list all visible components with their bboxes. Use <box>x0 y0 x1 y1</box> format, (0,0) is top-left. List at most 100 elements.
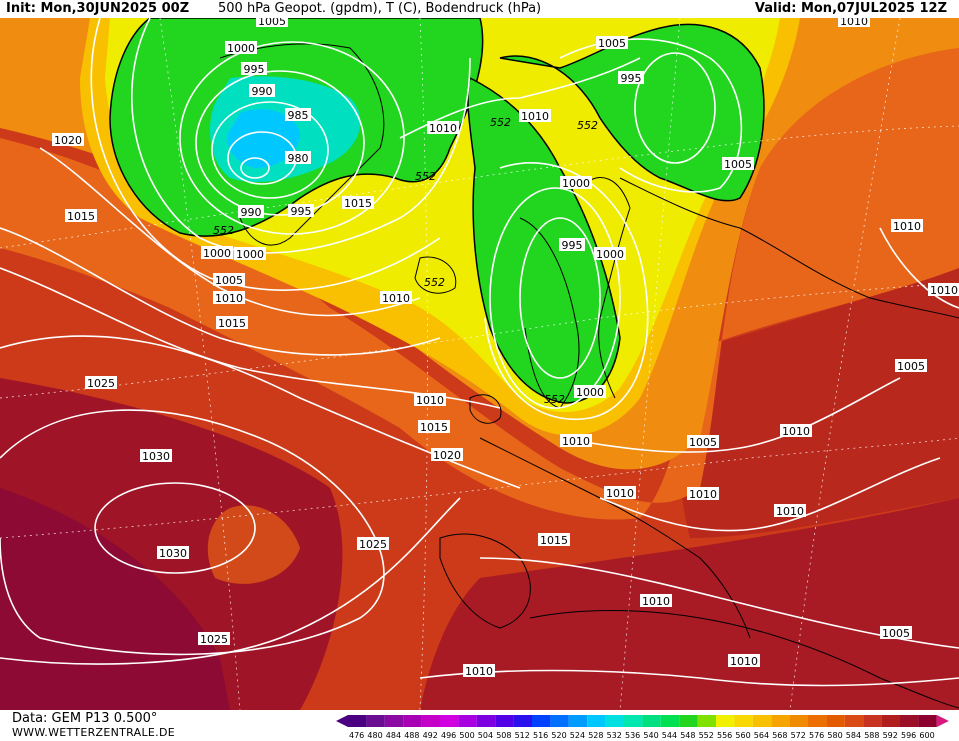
scale-cell <box>734 715 753 727</box>
scale-cell <box>366 715 385 727</box>
scale-cell <box>826 715 845 727</box>
scale-label: 576 <box>809 731 824 740</box>
isobar-label: 995 <box>291 205 312 218</box>
init-time: Init: Mon,30JUN2025 00Z <box>6 1 190 16</box>
scale-label: 484 <box>386 731 401 740</box>
isobar-label: 1030 <box>159 547 187 560</box>
map-title: 500 hPa Geopot. (gpdm), T (C), Bodendruc… <box>218 1 542 16</box>
isobar-label: 1015 <box>344 197 372 210</box>
map-footer: Data: GEM P13 0.500° WWW.WETTERZENTRALE.… <box>0 710 959 741</box>
isobars <box>0 18 959 687</box>
scale-label: 592 <box>883 731 898 740</box>
scale-label: 480 <box>367 731 382 740</box>
temp-zone-592-east <box>420 498 959 710</box>
scale-arrow-high <box>936 715 949 727</box>
scale-cell <box>550 715 569 727</box>
isobar-label: 1010 <box>562 435 590 448</box>
scale-label: 580 <box>827 731 842 740</box>
scale-label: 556 <box>717 731 732 740</box>
geopot-label: 552 <box>415 170 436 183</box>
scale-cell <box>844 715 864 727</box>
isobar-label: 980 <box>288 152 309 165</box>
scale-cell <box>440 715 459 727</box>
scale-label: 536 <box>625 731 640 740</box>
scale-cell <box>458 715 477 727</box>
isobar-label: 990 <box>241 206 262 219</box>
isobar-label: 985 <box>288 109 309 122</box>
scale-label: 596 <box>901 731 916 740</box>
scale-cell <box>660 715 680 727</box>
isobar-label: 1010 <box>382 292 410 305</box>
scale-cell <box>403 715 422 727</box>
scale-cell <box>808 715 827 727</box>
scale-label: 572 <box>791 731 806 740</box>
valid-time: Valid: Mon,07JUL2025 12Z <box>754 1 947 16</box>
weather-map: 1005 1000 995 990 985 980 990 995 1000 1… <box>0 18 959 710</box>
isobar-label: 1005 <box>882 627 910 640</box>
scale-label: 492 <box>423 731 438 740</box>
scale-label: 476 <box>349 731 364 740</box>
scale-cell <box>348 715 367 727</box>
scale-cell <box>752 715 772 727</box>
scale-label: 548 <box>680 731 695 740</box>
geopot-label: 552 <box>577 119 598 132</box>
isobar-label: 1025 <box>87 377 115 390</box>
scale-cell <box>716 715 735 727</box>
scale-label: 516 <box>533 731 548 740</box>
scale-cell <box>771 715 790 727</box>
isobar-label: 1015 <box>420 421 448 434</box>
isobar-label: 1005 <box>897 360 925 373</box>
isobar-label: 1010 <box>215 292 243 305</box>
isobar-label: 1005 <box>258 18 286 28</box>
scale-cell <box>587 715 606 727</box>
geopot-label: 552 <box>544 393 565 406</box>
scale-label: 532 <box>607 731 622 740</box>
isobar-label: 1000 <box>203 247 231 260</box>
scale-label: 512 <box>515 731 530 740</box>
isobar-label: 1005 <box>724 158 752 171</box>
isobar-label: 1010 <box>893 220 921 233</box>
isobar-label: 1010 <box>730 655 758 668</box>
isobar-label: 1010 <box>840 18 868 28</box>
isobar-label: 1000 <box>576 386 604 399</box>
isobar-label: 1010 <box>782 425 810 438</box>
scale-label: 568 <box>772 731 787 740</box>
scale-cell <box>881 715 900 727</box>
scale-label: 564 <box>754 731 769 740</box>
geopot-label: 552 <box>424 276 445 289</box>
isobar-label: 1000 <box>562 177 590 190</box>
isobar-label: 1015 <box>67 210 95 223</box>
scale-cell <box>476 715 496 727</box>
isobar-label: 1015 <box>218 317 246 330</box>
scale-cell <box>421 715 440 727</box>
isobar-label: 1010 <box>429 122 457 135</box>
temp-blob-580 <box>207 505 300 584</box>
isobar-label: 1010 <box>521 110 549 123</box>
scale-label: 584 <box>846 731 861 740</box>
isobar-label: 1025 <box>200 633 228 646</box>
isobar-label: 1000 <box>596 248 624 261</box>
scale-label: 544 <box>662 731 677 740</box>
scale-label: 504 <box>478 731 493 740</box>
scale-cell <box>642 715 661 727</box>
temp-zone-576 <box>0 48 959 520</box>
isobar-label: 995 <box>562 239 583 252</box>
isobar-label: 1010 <box>689 488 717 501</box>
scale-cell <box>679 715 698 727</box>
isobar-label: 1010 <box>930 284 958 297</box>
cold-core-528 <box>227 109 300 168</box>
scale-cell <box>697 715 716 727</box>
isobar-label: 1020 <box>54 134 82 147</box>
cold-pool-barents <box>499 23 765 202</box>
scale-label: 552 <box>699 731 714 740</box>
isobar-label: 1005 <box>689 436 717 449</box>
scale-label: 500 <box>459 731 474 740</box>
scale-cell <box>789 715 808 727</box>
scale-label: 488 <box>404 731 419 740</box>
geopot-labels: 552 552 552 552 552 552 <box>213 116 598 406</box>
scale-label: 540 <box>643 731 658 740</box>
scale-label: 524 <box>570 731 585 740</box>
isobar-label: 1010 <box>606 487 634 500</box>
isobar-label: 1010 <box>416 394 444 407</box>
isobar-label: 1010 <box>642 595 670 608</box>
